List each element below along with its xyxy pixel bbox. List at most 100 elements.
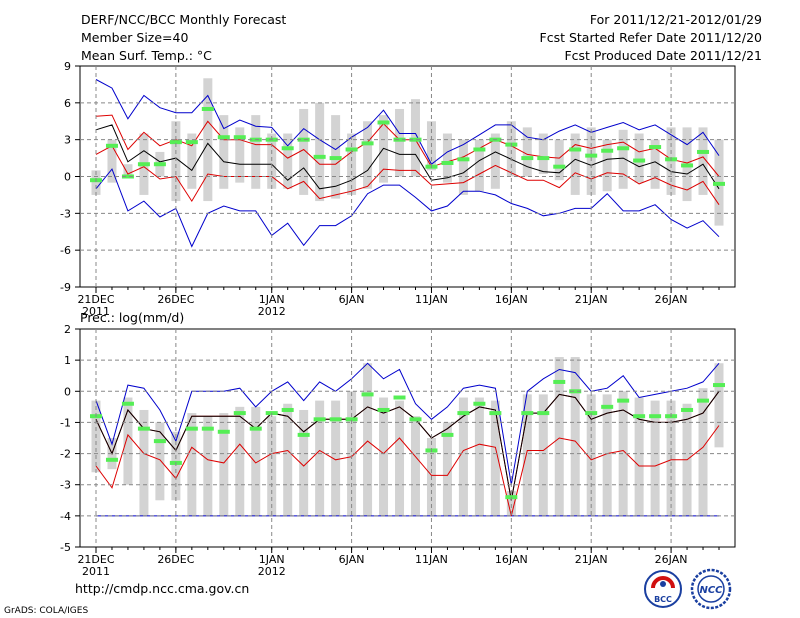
- mean-marker: [457, 157, 470, 162]
- median-line: [95, 124, 720, 190]
- x-tick-label: 16JAN: [495, 293, 528, 306]
- mean-marker: [153, 162, 166, 167]
- header-variable: Mean Surf. Temp.: °C: [81, 48, 212, 63]
- mean-marker: [697, 149, 710, 154]
- mean-marker: [201, 106, 214, 111]
- spread-box: [650, 400, 660, 516]
- mean-marker: [569, 147, 582, 152]
- mean-marker: [601, 148, 614, 153]
- y-tick-label: -4: [60, 510, 71, 523]
- spread-box: [490, 400, 500, 516]
- spread-box: [618, 129, 628, 189]
- header-start-date: Fcst Started Refer Date 2011/12/20: [539, 30, 763, 45]
- plot-frame: [79, 328, 736, 548]
- mean-marker: [457, 411, 470, 416]
- bcc-logo: BCC: [643, 570, 683, 608]
- x-tick-label: 1JAN: [259, 553, 285, 566]
- spread-box: [650, 139, 660, 189]
- x-tick-label: 21DEC: [77, 293, 114, 306]
- spread-box: [538, 394, 548, 516]
- mean-marker: [409, 417, 422, 422]
- x-tick-label: 6JAN: [339, 553, 365, 566]
- y-tick-label: 9: [64, 60, 71, 73]
- mean-marker: [649, 414, 662, 419]
- x-tick-label: 6JAN: [339, 293, 365, 306]
- spread-box: [395, 108, 405, 177]
- y-tick-label: -5: [60, 541, 71, 554]
- mean-marker: [713, 181, 725, 186]
- spread-box: [251, 115, 261, 189]
- spread-box: [522, 394, 532, 516]
- mean-marker: [681, 407, 694, 412]
- mean-marker: [617, 146, 630, 151]
- x-tick-label: 26JAN: [655, 293, 688, 306]
- mean-marker: [233, 411, 246, 416]
- spread-box: [506, 490, 516, 516]
- spread-box: [267, 133, 277, 189]
- bcc-logo-icon: BCC: [644, 570, 682, 608]
- x-tick-label: 16JAN: [495, 553, 528, 566]
- mean-marker: [553, 164, 566, 169]
- mean-marker: [649, 145, 662, 150]
- header-produced-date: Fcst Produced Date 2011/12/21: [564, 48, 762, 63]
- panel-title: Prec.: log(mm/d): [80, 310, 184, 325]
- mean-marker: [185, 426, 198, 431]
- y-tick-label: -3: [60, 479, 71, 492]
- mean-marker: [633, 158, 646, 163]
- header-member-size: Member Size=40: [81, 30, 189, 45]
- mean-marker: [281, 407, 294, 412]
- y-tick-label: -3: [60, 207, 71, 220]
- y-tick-label: -1: [60, 416, 71, 429]
- spread-box: [187, 133, 197, 189]
- spread-box: [315, 400, 325, 516]
- mean-marker: [537, 156, 550, 161]
- spread-box: [187, 413, 197, 516]
- y-tick-label: -2: [60, 448, 71, 461]
- x-tick-year-label: 2011: [82, 565, 110, 578]
- y-tick-label: 3: [64, 134, 71, 147]
- inner-low-line: [95, 145, 720, 205]
- x-tick-year-label: 2012: [258, 305, 286, 318]
- header-title: DERF/NCC/BCC Monthly Forecast: [81, 12, 287, 27]
- mean-marker: [185, 140, 198, 145]
- y-tick-label: 1: [64, 354, 71, 367]
- mean-marker: [473, 401, 486, 406]
- footer-credit: GrADS: COLA/IGES: [4, 606, 89, 616]
- x-tick-label: 26JAN: [655, 553, 688, 566]
- mean-marker: [393, 137, 406, 142]
- spread-box: [267, 416, 277, 516]
- mean-marker: [713, 383, 725, 388]
- spread-box: [506, 121, 516, 177]
- mean-marker: [377, 407, 390, 412]
- mean-marker: [137, 426, 150, 431]
- outer-high-line: [95, 79, 720, 165]
- mean-marker: [105, 457, 118, 462]
- spread-box: [219, 413, 229, 516]
- mean-marker: [121, 401, 134, 406]
- mean-marker: [377, 120, 390, 125]
- spread-box: [107, 139, 117, 183]
- outer-low-line: [95, 168, 720, 248]
- mean-marker: [329, 156, 342, 161]
- spread-box: [251, 406, 261, 516]
- mean-marker: [521, 411, 534, 416]
- mean-marker: [489, 411, 502, 416]
- mean-marker: [281, 146, 294, 151]
- svg-text:NCC: NCC: [699, 585, 723, 596]
- mean-marker: [297, 137, 310, 142]
- mean-marker: [521, 156, 534, 161]
- spread-box: [474, 397, 484, 516]
- y-tick-label: -9: [60, 281, 71, 294]
- x-tick-label: 21DEC: [77, 553, 114, 566]
- spread-box: [634, 397, 644, 516]
- spread-box: [490, 133, 500, 189]
- mean-marker: [169, 140, 182, 145]
- footer-url[interactable]: http://cmdp.ncc.cma.gov.cn: [75, 581, 250, 596]
- mean-marker: [361, 392, 374, 397]
- x-tick-year-label: 2011: [82, 305, 110, 318]
- median-line: [95, 391, 720, 501]
- spread-box: [235, 406, 245, 516]
